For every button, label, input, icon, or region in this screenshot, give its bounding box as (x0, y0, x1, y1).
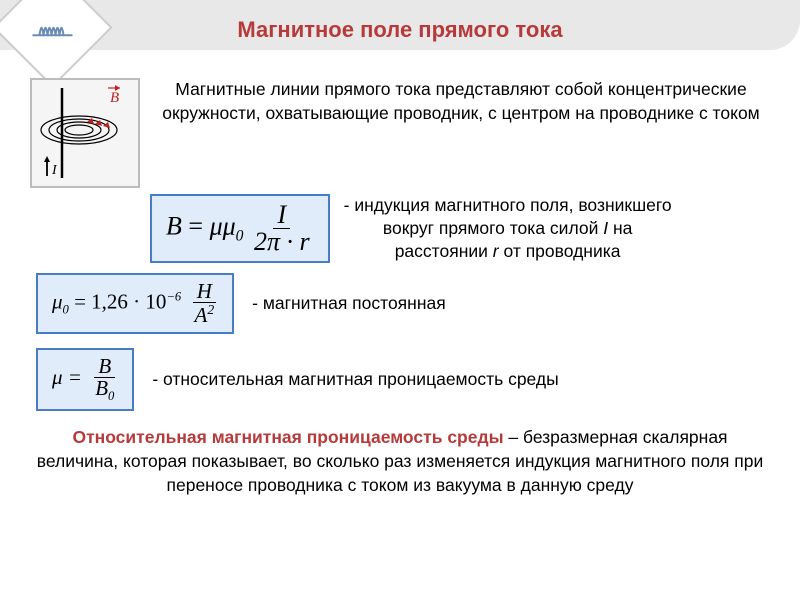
header: Магнитное поле прямого тока (0, 0, 800, 60)
main-formula: B = μμ0 I 2π · r (166, 202, 314, 255)
frac-num: I (273, 202, 290, 229)
svg-text:B: B (110, 90, 119, 106)
main-formula-row: B = μμ0 I 2π · r - индукция магнитного п… (150, 194, 770, 263)
mu0-unit-num: H (193, 281, 216, 303)
mu-frac-num: B (94, 356, 115, 378)
mu0-value: = 1,26 · 10 (74, 289, 166, 313)
mu0-exp: −6 (166, 289, 181, 303)
mu-formula: μ = B B0 (52, 356, 118, 403)
mu-row: μ = B B0 - относительная магнитная прони… (36, 348, 770, 411)
mu-formula-box: μ = B B0 (36, 348, 134, 411)
definition-paragraph: Относительная магнитная проницаемость ср… (30, 425, 770, 497)
mu-frac-den: B0 (91, 378, 118, 403)
content-area: B I Магнитные линии прямого тока предста… (0, 60, 800, 507)
formula-prefix: μμ (210, 211, 236, 240)
formula-lhs: B (166, 211, 182, 240)
mu0-row: μ0 = 1,26 · 10−6 H A2 - магнитная постоя… (36, 273, 770, 334)
main-formula-box: B = μμ0 I 2π · r (150, 194, 330, 263)
formula-prefix-sub: 0 (236, 228, 244, 245)
mu0-lhs-sub: 0 (63, 303, 69, 317)
mu0-label: - магнитная постоянная (252, 293, 446, 314)
mu-label: - относительная магнитная проницаемость … (152, 369, 558, 390)
mu0-unit-den: A2 (190, 303, 218, 326)
formula-fraction: I 2π · r (250, 202, 314, 255)
induction-description: - индукция магнитного поля, возникшегово… (344, 194, 672, 262)
page-title: Магнитное поле прямого тока (237, 17, 562, 43)
svg-text:I: I (51, 163, 58, 178)
mu-frac: B B0 (91, 356, 118, 403)
logo-icon (27, 10, 77, 46)
mu-lhs: μ = (52, 365, 82, 389)
field-diagram: B I (30, 78, 140, 188)
definition-term: Относительная магнитная проницаемость ср… (72, 427, 503, 447)
intro-row: B I Магнитные линии прямого тока предста… (30, 78, 770, 188)
mu0-lhs: μ (52, 289, 63, 313)
frac-den: 2π · r (250, 229, 314, 255)
mu0-formula: μ0 = 1,26 · 10−6 H A2 (52, 281, 218, 326)
mu0-formula-box: μ0 = 1,26 · 10−6 H A2 (36, 273, 234, 334)
intro-text: Магнитные линии прямого тока представляю… (152, 78, 770, 125)
mu0-unit: H A2 (190, 281, 218, 326)
